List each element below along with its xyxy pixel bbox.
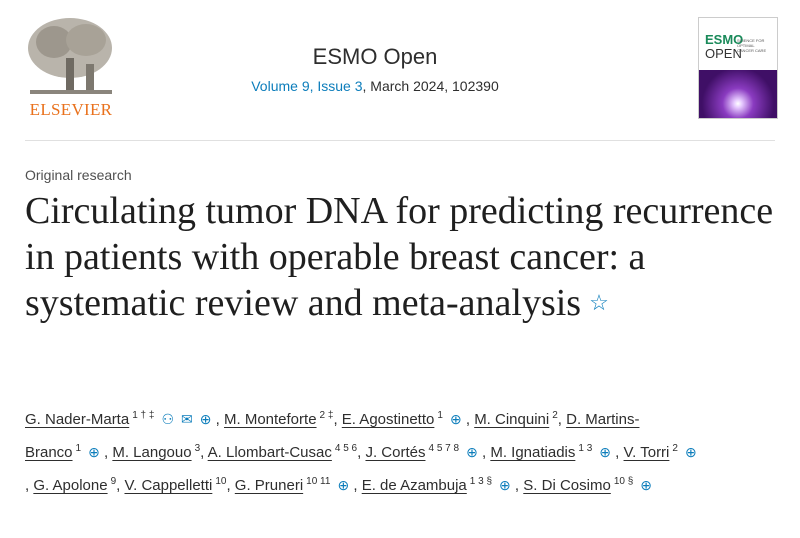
globe-icon[interactable]: ⊕ (449, 411, 462, 427)
author-affiliations: 1 (437, 410, 443, 421)
author-affiliations: 1 † ‡ (132, 410, 155, 421)
mail-icon[interactable]: ✉ (181, 411, 193, 427)
author: V. Cappelletti 10, (124, 476, 235, 494)
star-icon[interactable]: ☆ (589, 290, 609, 315)
author-link[interactable]: M. Langouo (112, 444, 192, 461)
author-list: G. Nader-Marta 1 † ‡ ⚇ ✉ ⊕ , M. Monteforte 2 … (25, 401, 705, 500)
author: A. Llombart-Cusac 4 5 6, (207, 443, 366, 461)
author-affiliations: 10 11 (306, 476, 331, 487)
divider (25, 140, 775, 141)
author-affiliations: 2 (552, 410, 558, 421)
author-link[interactable]: G. Apolone (33, 477, 108, 494)
author: J. Cortés 4 5 7 8 ⊕ , (365, 443, 491, 461)
author-link[interactable]: M. Cinquini (474, 411, 550, 428)
author-link[interactable]: M. Ignatiadis (490, 444, 576, 461)
author-link[interactable]: E. Agostinetto (341, 411, 435, 428)
author-affiliations: 9 (110, 476, 117, 487)
author-affiliations: 4 5 6 (334, 443, 358, 454)
author: M. Cinquini 2, (474, 410, 567, 428)
journal-info: Volume 9, Issue 3, March 2024, 102390 (200, 78, 550, 94)
author-link[interactable]: M. Monteforte (224, 411, 317, 428)
globe-icon[interactable]: ⊕ (599, 444, 612, 460)
author-affiliations: 1 (75, 443, 82, 454)
author-link[interactable]: G. Nader-Marta (25, 411, 130, 428)
globe-icon[interactable]: ⊕ (684, 444, 697, 460)
globe-icon[interactable]: ⊕ (499, 477, 511, 493)
author: M. Langouo 3, (112, 443, 208, 461)
article-title-text: Circulating tumor DNA for predicting rec… (25, 190, 774, 324)
cover-open: OPEN (705, 46, 742, 61)
author: G. Pruneri 10 11 ⊕ , (234, 476, 362, 494)
date-article-id: , March 2024, 102390 (362, 78, 499, 94)
globe-icon[interactable]: ⊕ (337, 477, 350, 493)
author: M. Monteforte 2 ‡, (224, 410, 342, 428)
author-affiliations: 2 ‡ (319, 410, 334, 421)
author-link[interactable]: J. Cortés (365, 444, 426, 461)
author: E. Agostinetto 1 ⊕ , (341, 410, 475, 428)
person-icon[interactable]: ⚇ (161, 411, 175, 427)
author-link[interactable]: V. Torri (623, 444, 670, 461)
author: G. Nader-Marta 1 † ‡ ⚇ ✉ ⊕ , (25, 410, 224, 428)
author-link[interactable]: V. Cappelletti (124, 477, 213, 494)
globe-icon[interactable]: ⊕ (640, 477, 653, 493)
author: S. Di Cosimo 10 § ⊕ (523, 476, 653, 494)
author-affiliations: 4 5 7 8 (428, 443, 460, 454)
volume-issue-link[interactable]: Volume 9, Issue 3 (251, 78, 363, 94)
author-affiliations: 2 (672, 443, 678, 454)
author-affiliations: 1 3 § (469, 476, 493, 487)
author-link[interactable]: D. Martins-Branco (25, 411, 640, 461)
journal-title[interactable]: ESMO Open (312, 44, 438, 69)
author-affiliations: 10 (215, 476, 227, 487)
author: D. Martins-Branco 1 ⊕ , (25, 411, 640, 461)
author-affiliations: 3 (194, 443, 201, 454)
globe-icon[interactable]: ⊕ (199, 411, 212, 427)
journal-header: ESMO Open Volume 9, Issue 3, March 2024,… (200, 44, 550, 94)
author-affiliations: 1 3 (578, 443, 593, 454)
author: M. Ignatiadis 1 3 ⊕ , (490, 443, 624, 461)
author-affiliations: 10 § (613, 476, 634, 487)
author-link[interactable]: S. Di Cosimo (523, 477, 611, 494)
author-link[interactable]: G. Pruneri (234, 477, 304, 494)
author-link[interactable]: E. de Azambuja (361, 477, 467, 494)
elsevier-logo[interactable]: ELSEVIER (24, 14, 118, 120)
author: G. Apolone 9, (33, 476, 125, 494)
globe-icon[interactable]: ⊕ (466, 444, 478, 460)
globe-icon[interactable]: ⊕ (88, 444, 100, 460)
journal-cover[interactable]: ESMO OPEN SCIENCE FOR OPTIMAL CANCER CAR… (698, 17, 778, 119)
tree-icon (28, 18, 112, 94)
article-type: Original research (25, 167, 132, 183)
cover-tagline: SCIENCE FOR OPTIMAL CANCER CARE (737, 38, 767, 53)
author-link[interactable]: A. Llombart-Cusac (207, 444, 332, 461)
cover-esmo: ESMO (705, 32, 744, 47)
cover-image (699, 70, 777, 118)
article-title: Circulating tumor DNA for predicting rec… (25, 188, 785, 326)
author: E. de Azambuja 1 3 § ⊕ , (361, 476, 524, 494)
author: V. Torri 2 ⊕ , (25, 443, 697, 494)
publisher-name: ELSEVIER (29, 100, 113, 119)
